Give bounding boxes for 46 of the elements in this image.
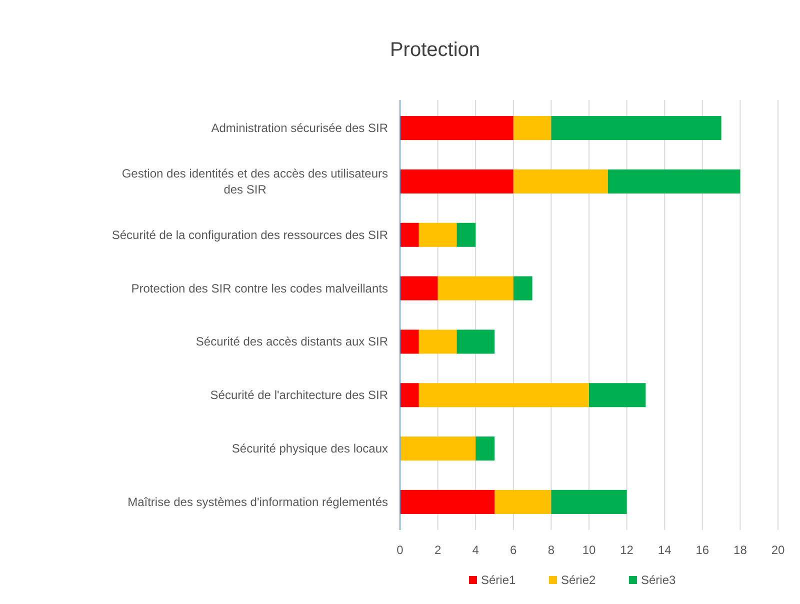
x-tick-label: 12 [620, 543, 634, 557]
x-tick-label: 4 [472, 543, 480, 557]
bar [400, 436, 476, 461]
bar [400, 276, 438, 300]
x-tick-label: 18 [734, 543, 748, 557]
chart-title: Protection [390, 39, 480, 61]
y-tick-label: Sécurité physique des locaux [232, 442, 388, 456]
x-tick-label: 16 [696, 543, 710, 557]
x-tick-label: 6 [510, 543, 518, 557]
bar [400, 383, 419, 408]
legend-label: Série1 [481, 573, 516, 587]
bar [589, 383, 646, 408]
x-tick-label: 8 [548, 543, 555, 557]
y-tick-label: Sécurité des accès distants aux SIR [196, 334, 388, 349]
y-tick-label: Sécurité de la configuration des ressources des SIR [112, 228, 388, 242]
y-tick-label: Maîtrise des systèmes d'information réglementés [128, 494, 388, 509]
bar [418, 222, 457, 247]
x-tick-label: 10 [582, 543, 596, 557]
bar [551, 116, 722, 140]
bar [456, 330, 494, 354]
bar [438, 276, 514, 300]
legend-label: Série2 [561, 573, 596, 587]
bar [400, 222, 419, 247]
bar [513, 116, 552, 140]
bar [456, 222, 476, 247]
bar [608, 169, 740, 194]
bar [400, 330, 419, 354]
bar [513, 169, 608, 194]
y-tick-label: Protection des SIR contre les codes malveillants [131, 281, 388, 296]
bar [400, 116, 514, 140]
x-tick-label: 2 [434, 543, 442, 557]
legend-label: Série3 [641, 573, 676, 587]
y-tick-label: Administration sécurisée des SIR [211, 121, 388, 136]
bar [476, 436, 494, 461]
bar [494, 490, 552, 514]
bar [551, 490, 627, 514]
bar [400, 490, 494, 514]
x-tick-label: 14 [658, 543, 672, 557]
y-tick-label: Sécurité de l'architecture des SIR [210, 388, 388, 402]
x-tick-label: 0 [396, 543, 404, 557]
bar [418, 330, 457, 354]
bar [400, 169, 514, 194]
x-tick-label: 20 [771, 543, 785, 557]
y-tick-label: Gestion des identités et des accès des utilisateurs des SIR [122, 166, 388, 196]
bar [513, 276, 532, 300]
bar [418, 383, 589, 408]
